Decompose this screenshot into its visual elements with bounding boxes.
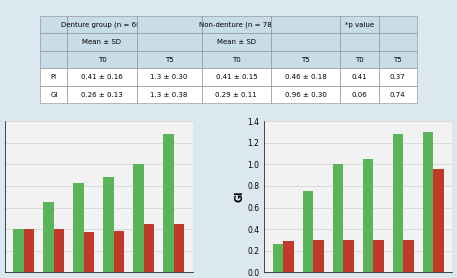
Bar bbox=[373, 240, 384, 272]
Bar bbox=[43, 202, 53, 272]
Y-axis label: GI: GI bbox=[234, 191, 244, 202]
Bar bbox=[283, 241, 294, 272]
Bar bbox=[303, 191, 314, 272]
Bar bbox=[404, 240, 414, 272]
Bar bbox=[143, 224, 154, 272]
Bar bbox=[24, 229, 34, 272]
Bar bbox=[363, 159, 373, 272]
Bar bbox=[103, 177, 114, 272]
Bar bbox=[13, 229, 24, 272]
Bar bbox=[433, 169, 444, 272]
Bar bbox=[53, 229, 64, 272]
Bar bbox=[343, 240, 354, 272]
Bar bbox=[114, 231, 124, 272]
Bar bbox=[333, 164, 343, 272]
Bar bbox=[423, 132, 433, 272]
Bar bbox=[314, 240, 324, 272]
Bar bbox=[73, 183, 84, 272]
Bar bbox=[84, 232, 94, 272]
Bar bbox=[133, 164, 143, 272]
Bar bbox=[273, 244, 283, 272]
Bar bbox=[393, 134, 404, 272]
Bar bbox=[163, 134, 174, 272]
Bar bbox=[174, 224, 184, 272]
